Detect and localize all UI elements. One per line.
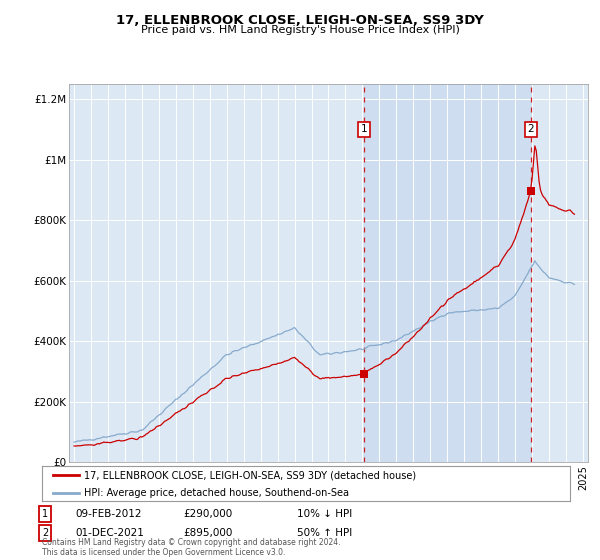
Bar [364,84,530,462]
Text: 09-FEB-2012: 09-FEB-2012 [75,509,142,519]
Text: 2: 2 [42,528,48,538]
Text: Price paid vs. HM Land Registry's House Price Index (HPI): Price paid vs. HM Land Registry's House … [140,25,460,35]
Text: £895,000: £895,000 [183,528,232,538]
Text: 1: 1 [42,509,48,519]
Text: 17, ELLENBROOK CLOSE, LEIGH-ON-SEA, SS9 3DY (detached house): 17, ELLENBROOK CLOSE, LEIGH-ON-SEA, SS9 … [84,470,416,480]
Text: 1: 1 [361,124,368,134]
Text: 17, ELLENBROOK CLOSE, LEIGH-ON-SEA, SS9 3DY: 17, ELLENBROOK CLOSE, LEIGH-ON-SEA, SS9 … [116,14,484,27]
Text: 50% ↑ HPI: 50% ↑ HPI [297,528,352,538]
Text: HPI: Average price, detached house, Southend-on-Sea: HPI: Average price, detached house, Sout… [84,488,349,497]
Text: 2: 2 [527,124,534,134]
Text: £290,000: £290,000 [183,509,232,519]
Text: Contains HM Land Registry data © Crown copyright and database right 2024.
This d: Contains HM Land Registry data © Crown c… [42,538,341,557]
Text: 01-DEC-2021: 01-DEC-2021 [75,528,144,538]
Text: 10% ↓ HPI: 10% ↓ HPI [297,509,352,519]
